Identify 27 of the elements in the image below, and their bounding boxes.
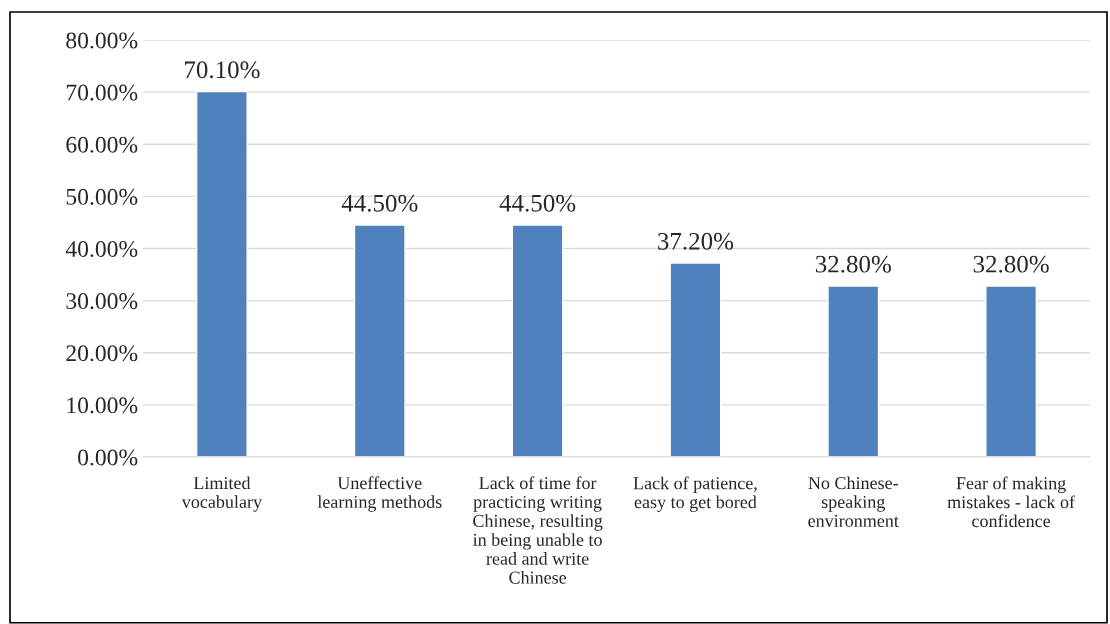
- y-tick-label: 10.00%: [67, 397, 138, 414]
- bar: [827, 285, 880, 457]
- bar: [669, 262, 722, 457]
- y-tick-label: 60.00%: [66, 136, 138, 153]
- x-tick-label: Uneffective learning methods: [317, 476, 442, 512]
- y-tick-label: 40.00%: [65, 240, 138, 258]
- data-label: 32.80%: [973, 255, 1049, 273]
- data-label: 44.50%: [499, 194, 576, 212]
- data-label: 70.10%: [185, 61, 260, 79]
- data-label: 32.80%: [815, 255, 891, 273]
- bar: [511, 224, 564, 457]
- data-label: 37.20%: [658, 232, 734, 250]
- y-tick-label: 80.00%: [66, 32, 138, 49]
- x-tick-label: No Chinese- speaking environment: [808, 476, 899, 527]
- x-tick-label: Limited vocabulary: [181, 476, 262, 512]
- y-tick-label: 30.00%: [66, 293, 138, 310]
- y-tick-label: 20.00%: [66, 345, 138, 362]
- y-tick-label: 50.00%: [66, 188, 138, 205]
- y-tick-label: 0.00%: [78, 449, 138, 466]
- y-tick-label: 70.00%: [66, 84, 138, 101]
- x-tick-label: Lack of patience, easy to get bored: [633, 476, 757, 512]
- x-tick-label: Fear of making mistakes - lack of confidence: [947, 476, 1076, 528]
- bar: [985, 285, 1038, 457]
- bar: [353, 224, 406, 457]
- data-label: 44.50%: [341, 194, 418, 212]
- x-tick-label: Lack of time for practicing writing Chinese, resulting in being unable to read and write Chinese: [473, 476, 603, 584]
- bar: [195, 90, 248, 457]
